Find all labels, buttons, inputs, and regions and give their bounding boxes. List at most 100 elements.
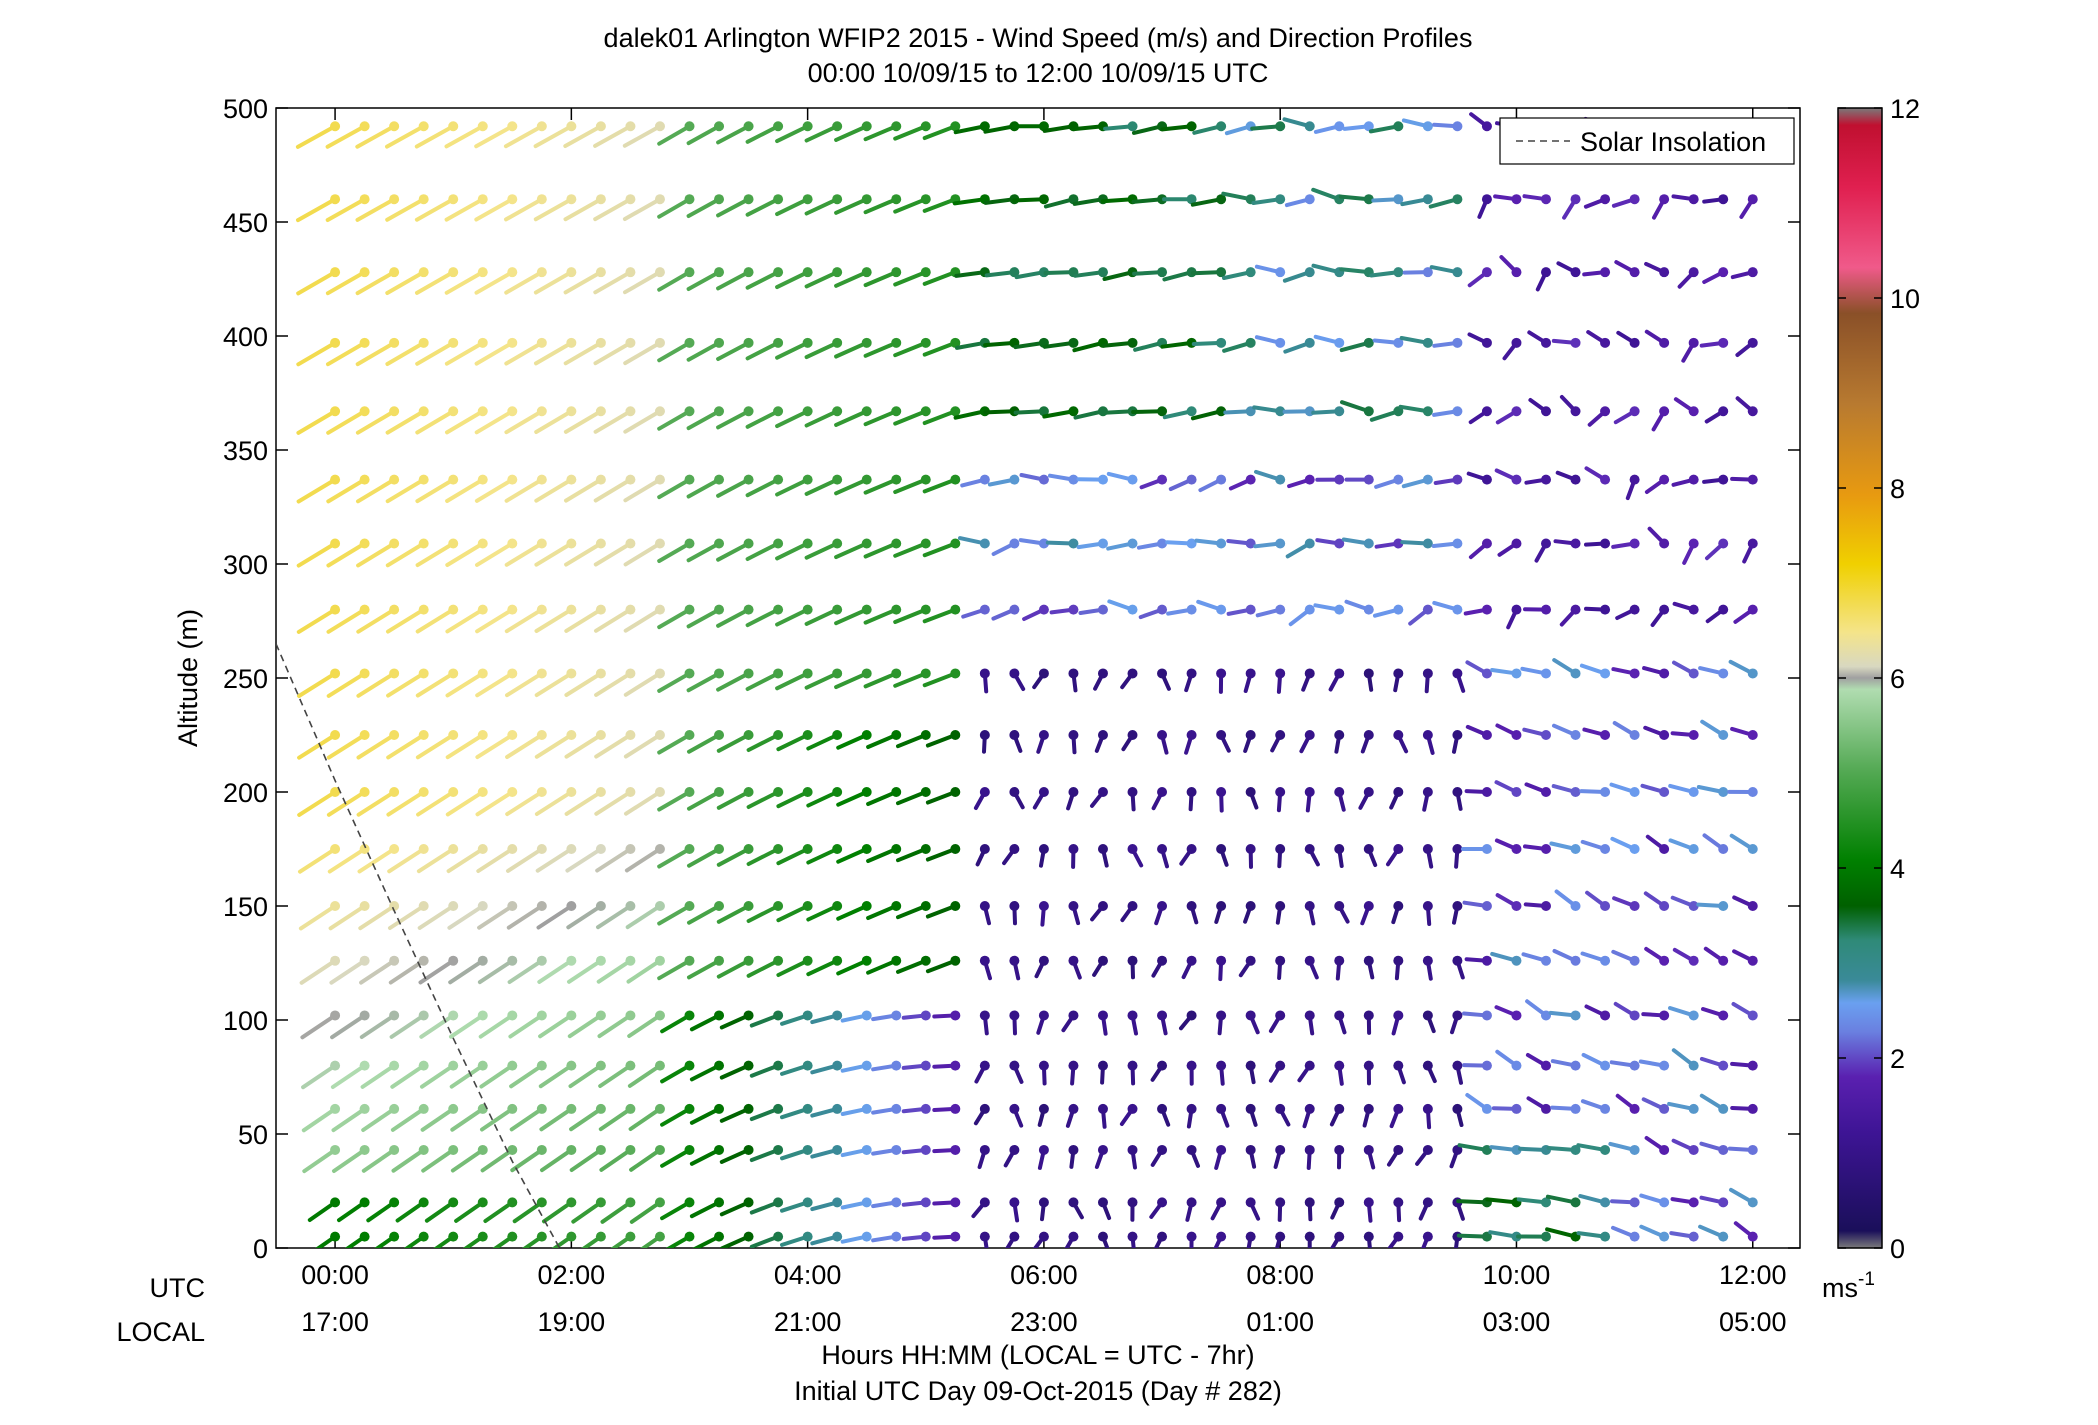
- wind-barb-point: [595, 1010, 606, 1021]
- wind-barb-point: [1275, 901, 1286, 911]
- wind-barb-shaft: [424, 1200, 456, 1223]
- wind-barb-point: [1068, 955, 1079, 966]
- wind-barb-point: [832, 1103, 843, 1114]
- wind-barb-shaft: [594, 671, 633, 697]
- wind-barb-point: [1541, 730, 1551, 740]
- wind-barb-point: [1659, 787, 1670, 797]
- wind-barb-point: [950, 121, 961, 132]
- wind-barb-shaft: [361, 1147, 397, 1173]
- wind-barb-shaft: [689, 1200, 722, 1219]
- wind-barb-point: [1747, 730, 1758, 740]
- wind-barb-shaft: [421, 1147, 456, 1173]
- wind-barb-shaft: [388, 904, 426, 930]
- wind-barb-shaft: [504, 409, 544, 435]
- local-axis-label: LOCAL: [116, 1317, 205, 1347]
- wind-barb-point: [418, 538, 429, 549]
- wind-barb-point: [1659, 604, 1670, 615]
- wind-barb-shaft: [329, 958, 367, 985]
- wind-barb-shaft: [298, 847, 338, 874]
- wind-barb-point: [595, 474, 606, 485]
- wind-barb-point: [950, 538, 961, 549]
- wind-barb-point: [1157, 787, 1168, 797]
- wind-barb-shaft: [539, 1106, 574, 1132]
- wind-barb-point: [1511, 955, 1522, 966]
- wind-barb-point: [861, 121, 872, 132]
- wind-barb-point: [1304, 194, 1315, 205]
- wind-barb-point: [714, 844, 725, 854]
- wind-barb-point: [359, 194, 370, 205]
- wind-barb-point: [389, 1103, 400, 1114]
- wind-barb-point: [1541, 1197, 1551, 1208]
- wind-barb-shaft: [296, 541, 338, 568]
- wind-barb-point: [1718, 474, 1729, 485]
- wind-barb-point: [1334, 474, 1345, 485]
- wind-barb-point: [920, 1231, 931, 1242]
- wind-barb-point: [507, 604, 518, 615]
- wind-barb-point: [802, 730, 813, 740]
- wind-barb-point: [359, 337, 370, 348]
- wind-barb-shaft: [302, 1147, 338, 1174]
- wind-barb-point: [802, 538, 813, 549]
- wind-barb-point: [684, 668, 695, 679]
- wind-barb-shaft: [391, 1147, 426, 1173]
- wind-barb-point: [1334, 337, 1345, 348]
- wind-barb-point: [1186, 1060, 1197, 1071]
- wind-barb-shaft: [866, 790, 899, 806]
- wind-barb-point: [477, 787, 488, 797]
- wind-barb-point: [1718, 955, 1729, 966]
- wind-barb-point: [1157, 1103, 1168, 1114]
- wind-barb-point: [1452, 604, 1463, 615]
- wind-barb-point: [1009, 1060, 1020, 1071]
- wind-barb-shaft: [446, 847, 485, 874]
- wind-barb-point: [654, 604, 665, 615]
- wind-barb-point: [950, 844, 961, 854]
- wind-barb-point: [979, 538, 990, 549]
- wind-barb-point: [1097, 901, 1108, 911]
- utc-tick-label: 12:00: [1719, 1260, 1787, 1290]
- wind-barb-point: [891, 668, 902, 679]
- local-tick-label: 21:00: [774, 1307, 842, 1337]
- wind-barb-point: [1334, 121, 1345, 132]
- wind-barb-point: [1186, 955, 1197, 966]
- wind-barb-point: [1393, 844, 1404, 854]
- wind-barb-shaft: [775, 270, 810, 290]
- wind-barb-point: [950, 955, 961, 966]
- wind-barb-point: [1600, 955, 1611, 966]
- wind-barb-point: [448, 844, 459, 854]
- wind-barb-point: [1422, 668, 1433, 679]
- wind-barb-point: [595, 1103, 606, 1114]
- wind-barb-point: [979, 1010, 990, 1021]
- wind-barb-point: [1245, 955, 1256, 966]
- wind-barb-point: [1541, 474, 1551, 485]
- wind-barb-point: [1097, 668, 1108, 679]
- wind-barb-shaft: [806, 790, 840, 808]
- wind-barb-point: [595, 1144, 606, 1155]
- wind-barb-shaft: [806, 958, 840, 977]
- wind-barb-point: [1009, 668, 1020, 679]
- wind-barb-point: [1629, 1231, 1640, 1242]
- wind-barb-point: [330, 730, 341, 740]
- wind-barb-point: [1127, 1060, 1138, 1071]
- y-tick-label: 450: [223, 208, 268, 238]
- wind-barb-point: [1363, 1103, 1374, 1114]
- wind-barb-shaft: [804, 409, 840, 428]
- wind-barb-point: [714, 267, 725, 278]
- wind-barb-point: [359, 406, 370, 417]
- wind-barb-point: [1334, 955, 1345, 966]
- wind-barb-point: [1570, 901, 1581, 911]
- wind-barb-point: [1275, 538, 1286, 549]
- wind-barb-point: [1097, 604, 1108, 615]
- wind-barb-shaft: [893, 340, 928, 358]
- wind-barb-point: [1304, 604, 1315, 615]
- wind-barb-point: [684, 267, 695, 278]
- wind-barb-shaft: [687, 847, 722, 868]
- wind-barb-point: [1570, 844, 1581, 854]
- wind-barb-point: [891, 1144, 902, 1155]
- wind-barb-shaft: [806, 847, 840, 865]
- wind-barb-point: [1688, 1231, 1699, 1242]
- wind-barb-shaft: [665, 1234, 692, 1248]
- wind-barb-point: [891, 406, 902, 417]
- wind-barb-point: [1186, 730, 1197, 740]
- wind-barb-point: [950, 1103, 961, 1114]
